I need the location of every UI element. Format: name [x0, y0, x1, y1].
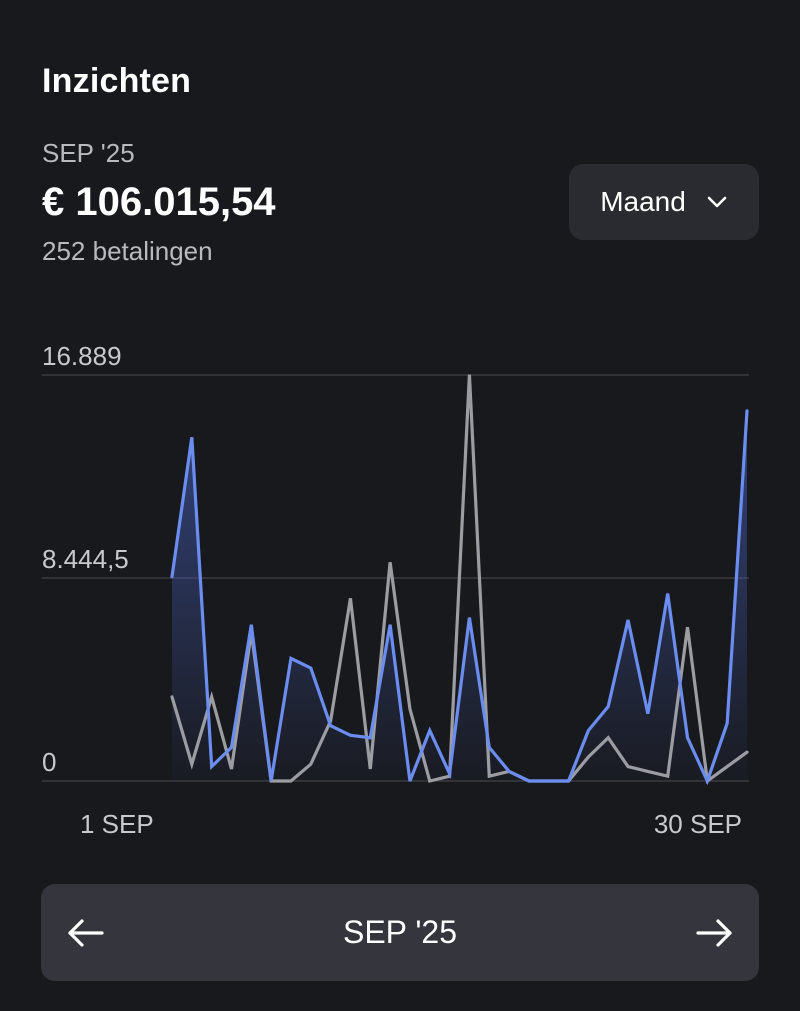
total-amount: € 106.015,54	[42, 180, 276, 224]
arrow-right-icon	[696, 918, 732, 947]
payments-count: 252 betalingen	[42, 236, 213, 266]
current-period-label: SEP '25	[342, 914, 458, 950]
y-tick-label: 16.889	[42, 341, 122, 371]
range-dropdown[interactable]: Maand	[569, 164, 759, 240]
period-label: SEP '25	[42, 138, 135, 168]
x-tick-label: 1 SEP	[80, 809, 154, 839]
y-tick-label: 0	[42, 747, 56, 777]
page-title: Inzichten	[42, 62, 192, 100]
previous-period-button[interactable]	[41, 884, 131, 981]
y-tick-label: 8.444,5	[42, 544, 129, 574]
current-series-line	[170, 409, 749, 786]
chevron-down-icon	[707, 196, 727, 208]
arrow-left-icon	[68, 918, 104, 947]
insights-line-chart: 16.889 8.444,5 0 1 SEP 30 SEP	[42, 341, 749, 839]
current-series-area	[172, 410, 747, 781]
range-dropdown-label: Maand	[600, 186, 686, 217]
next-period-button[interactable]	[669, 884, 759, 981]
period-navigator: SEP '25	[41, 884, 759, 981]
x-tick-label: 30 SEP	[654, 809, 742, 839]
